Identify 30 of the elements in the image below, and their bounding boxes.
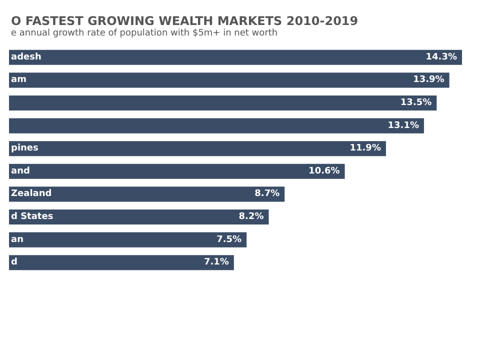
chart-subtitle: e annual growth rate of population with $5m+ in net worth — [11, 28, 278, 38]
data-label: 13.5% — [400, 98, 432, 108]
bar — [9, 209, 269, 225]
y-tick-label: an — [11, 234, 24, 245]
bar — [9, 118, 424, 134]
data-label: 13.9% — [413, 75, 444, 86]
bar — [9, 232, 247, 248]
y-tick-label: d States — [11, 212, 54, 222]
bar — [9, 255, 234, 270]
bar — [9, 50, 462, 65]
bar — [9, 186, 285, 202]
data-label: 14.3% — [426, 52, 457, 62]
y-tick-label: pines — [11, 144, 38, 154]
y-tick-label: Zealand — [11, 189, 52, 200]
data-label: 8.7% — [254, 189, 280, 200]
y-tick-label: d — [11, 258, 18, 268]
bar — [9, 164, 345, 179]
bar — [9, 95, 437, 111]
data-label: 8.2% — [238, 212, 264, 222]
bar — [9, 72, 450, 88]
data-label: 7.1% — [204, 258, 229, 268]
y-tick-label: adesh — [11, 52, 42, 62]
bar — [9, 141, 386, 156]
chart-title: O FASTEST GROWING WEALTH MARKETS 2010-2019 — [11, 14, 358, 28]
data-label: 13.1% — [388, 120, 419, 131]
data-label: 7.5% — [216, 234, 242, 245]
data-label: 10.6% — [308, 166, 340, 176]
data-label: 11.9% — [350, 144, 381, 154]
y-tick-label: am — [11, 75, 26, 86]
y-tick-label: and — [11, 166, 30, 176]
